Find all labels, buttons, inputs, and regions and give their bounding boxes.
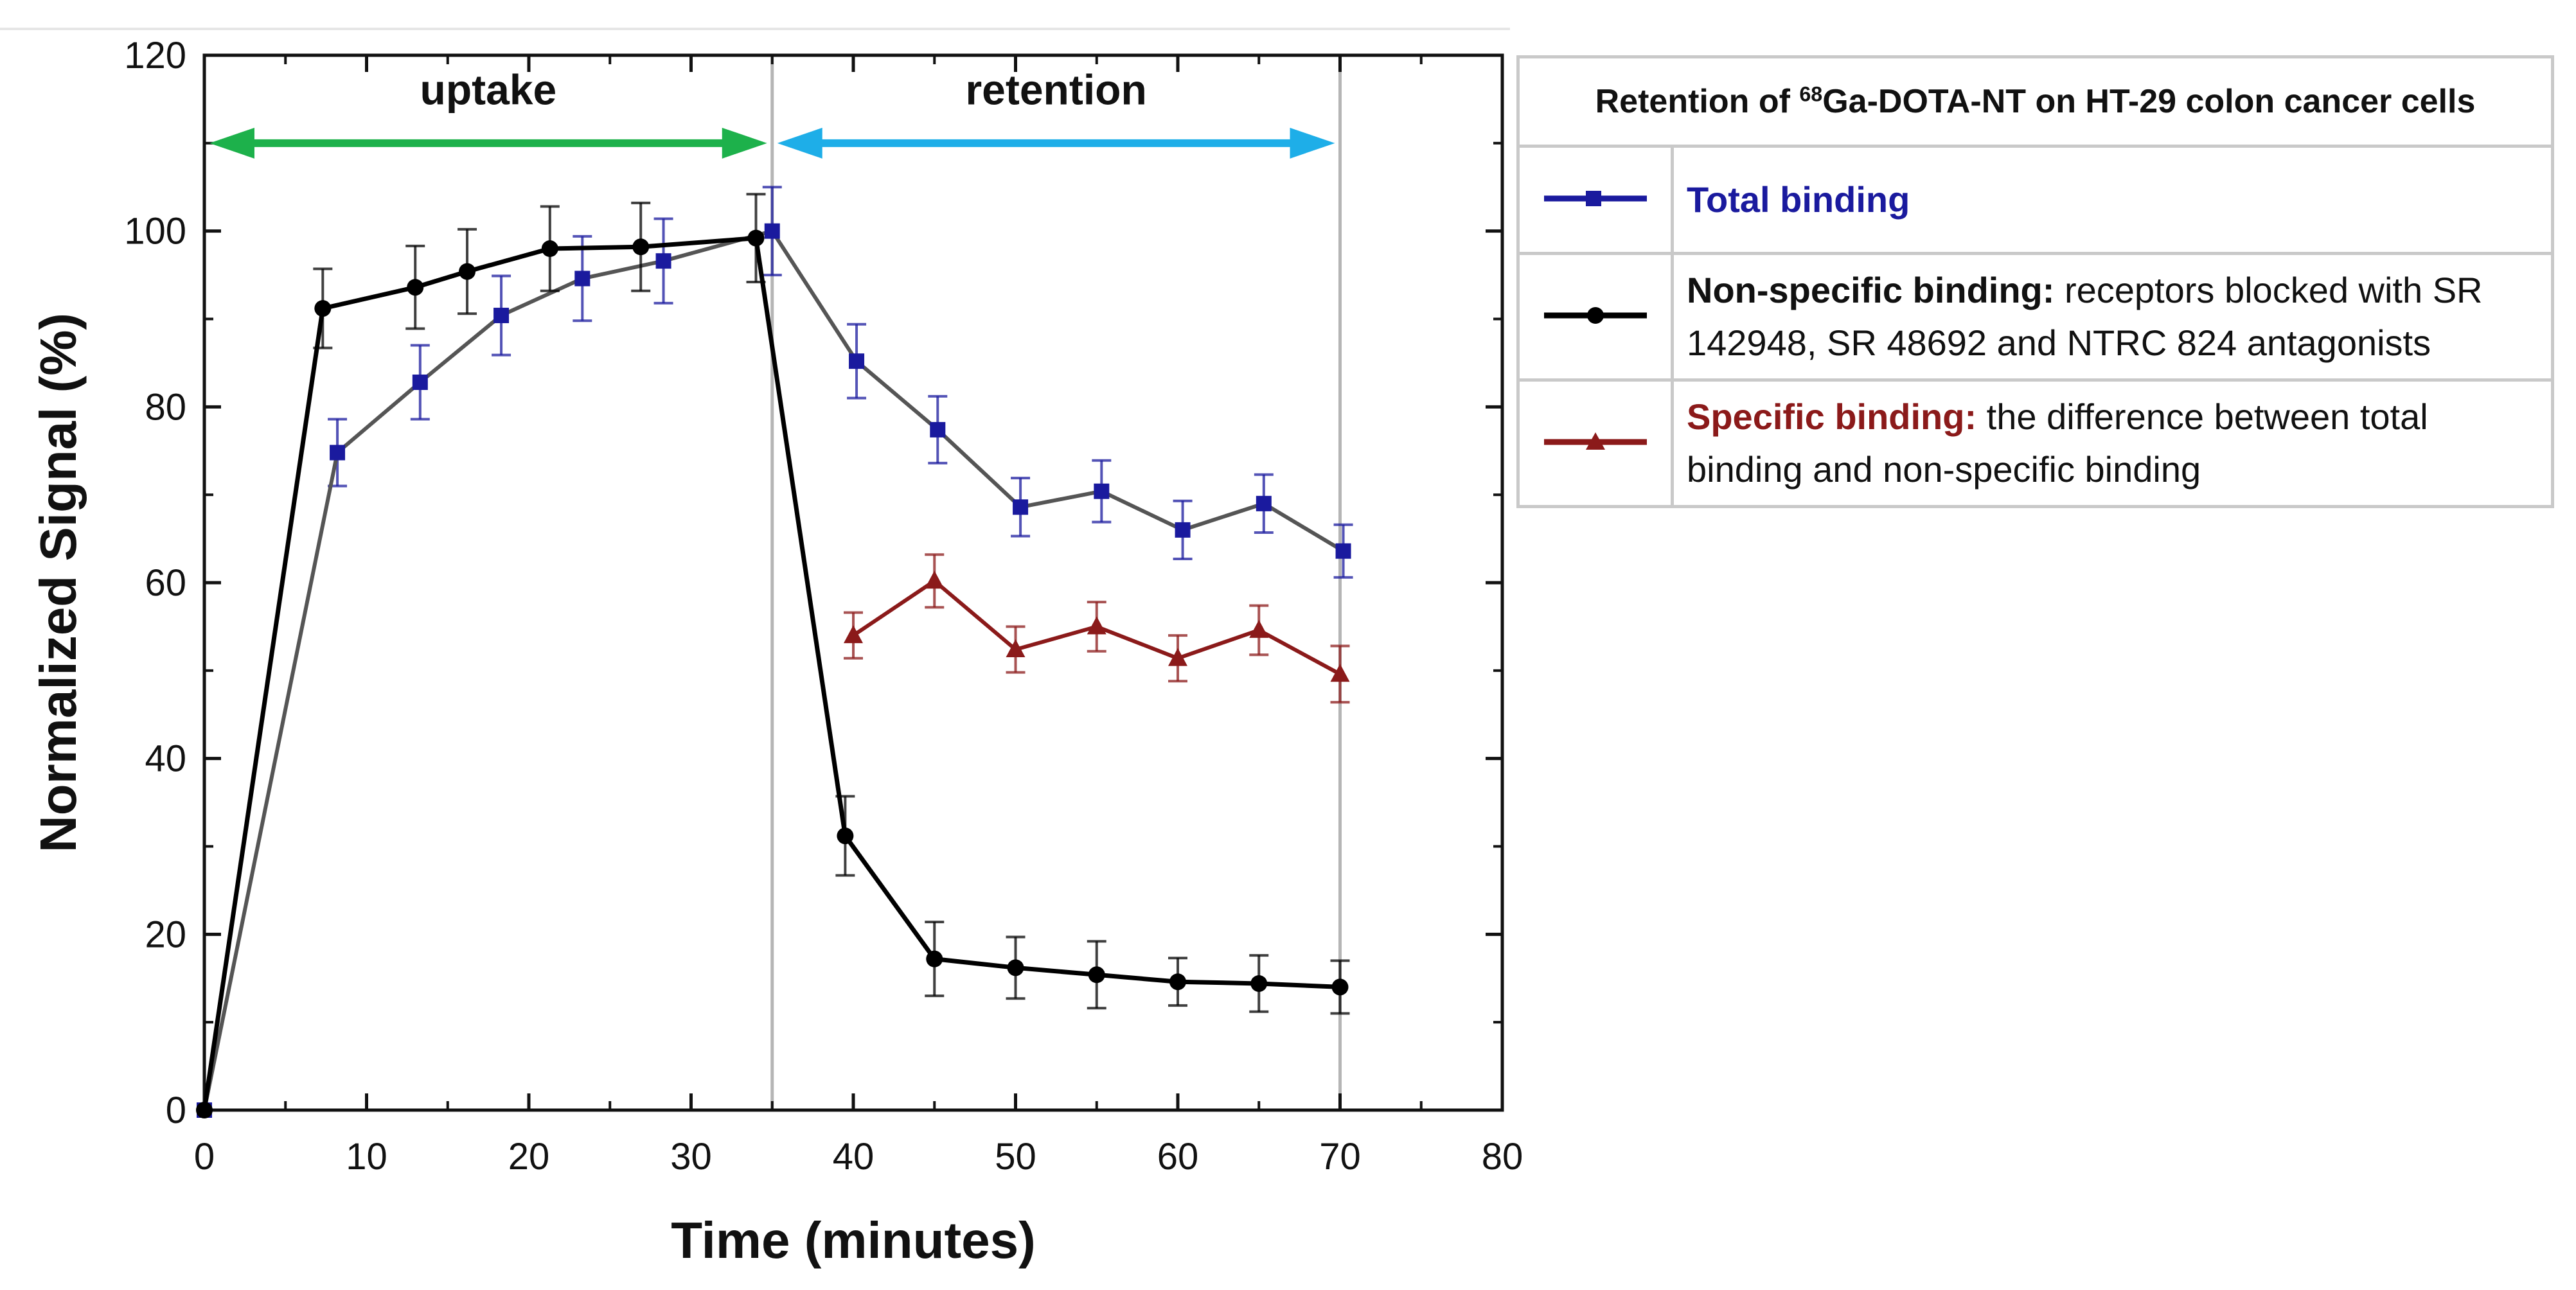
data-point-total [412,375,428,391]
legend-symbol-total [1516,145,1674,255]
x-tick-label: 50 [995,1136,1036,1178]
legend-row-nonspecific: Non-specific binding: receptors blocked … [1671,252,2554,382]
phase-arrowhead-right-uptake [722,127,767,159]
x-tick-label: 20 [508,1136,550,1178]
plot-frame [202,53,1504,1112]
data-point-nonspecific [1007,959,1024,976]
data-point-specific [1330,664,1350,682]
data-point-specific [1249,619,1269,638]
data-point-total [1013,499,1029,515]
series-nonspecific [196,193,1350,1118]
data-point-nonspecific [1250,975,1268,992]
legend-symbol-nonspecific [1516,252,1674,382]
legend-row-total: Total binding [1671,145,2554,255]
data-point-total [574,270,591,287]
series-total [197,186,1353,1118]
data-point-specific [1168,648,1187,666]
x-tick-label: 10 [346,1136,387,1178]
data-point-nonspecific [837,827,854,845]
y-tick-label: 100 [124,211,186,252]
data-point-nonspecific [314,300,332,317]
series-line-nonspecific [202,236,1340,1111]
phase-label-uptake: uptake [420,66,557,114]
data-point-total [1335,543,1351,559]
x-tick-label: 0 [194,1136,215,1178]
phase-label-retention: retention [965,66,1146,114]
data-point-specific [1006,639,1026,657]
x-tick-label: 80 [1482,1136,1523,1178]
phase-arrowhead-left-retention [777,127,822,159]
legend-title: Retention of 68Ga-DOTA-NT on HT-29 colon… [1516,55,2554,148]
data-point-total [655,253,671,269]
data-point-nonspecific [1169,973,1186,991]
data-point-specific [844,625,863,644]
data-point-nonspecific [196,1102,213,1118]
y-tick-label: 60 [145,562,186,604]
data-point-nonspecific [632,238,650,256]
series-specific [844,553,1350,704]
data-point-nonspecific [1331,978,1349,996]
legend-row-specific: Specific binding: the difference between… [1671,378,2554,508]
y-tick-label: 20 [145,914,186,955]
x-tick-label: 70 [1319,1136,1361,1178]
data-point-nonspecific [1088,966,1105,984]
data-point-nonspecific [926,950,943,968]
data-point-total [330,445,346,461]
data-point-total [1175,522,1191,538]
legend-symbol-specific [1516,378,1674,508]
x-tick-label: 40 [833,1136,875,1178]
legend: Retention of 68Ga-DOTA-NT on HT-29 colon… [1516,55,2554,508]
data-point-total [1256,495,1272,511]
y-axis-title: Normalized Signal (%) [30,313,87,853]
y-tick-label: 40 [145,738,186,780]
x-tick-label: 60 [1157,1136,1199,1178]
phase-arrowhead-right-retention [1290,127,1335,159]
y-tick-label: 0 [166,1090,186,1131]
series-line-total [202,229,1345,1111]
data-point-nonspecific [747,229,765,247]
data-point-specific [1087,616,1106,635]
phase-arrowhead-left-uptake [209,127,254,159]
y-tick-label: 80 [145,386,186,428]
data-point-total [849,353,865,369]
data-point-nonspecific [541,240,558,258]
data-point-total [930,421,946,437]
x-tick-label: 30 [670,1136,712,1178]
data-point-nonspecific [407,279,424,296]
data-point-total [493,308,510,324]
chart: 0 10 20 30 40 50 60 70 80 0 20 40 60 80 100 120 Time (mi… [0,28,1523,1269]
x-axis-title: Time (minutes) [671,1212,1036,1269]
data-point-nonspecific [459,263,476,280]
data-point-total [1094,483,1110,499]
data-point-total [764,223,780,239]
y-tick-label: 120 [124,35,186,76]
data-point-specific [925,570,945,589]
